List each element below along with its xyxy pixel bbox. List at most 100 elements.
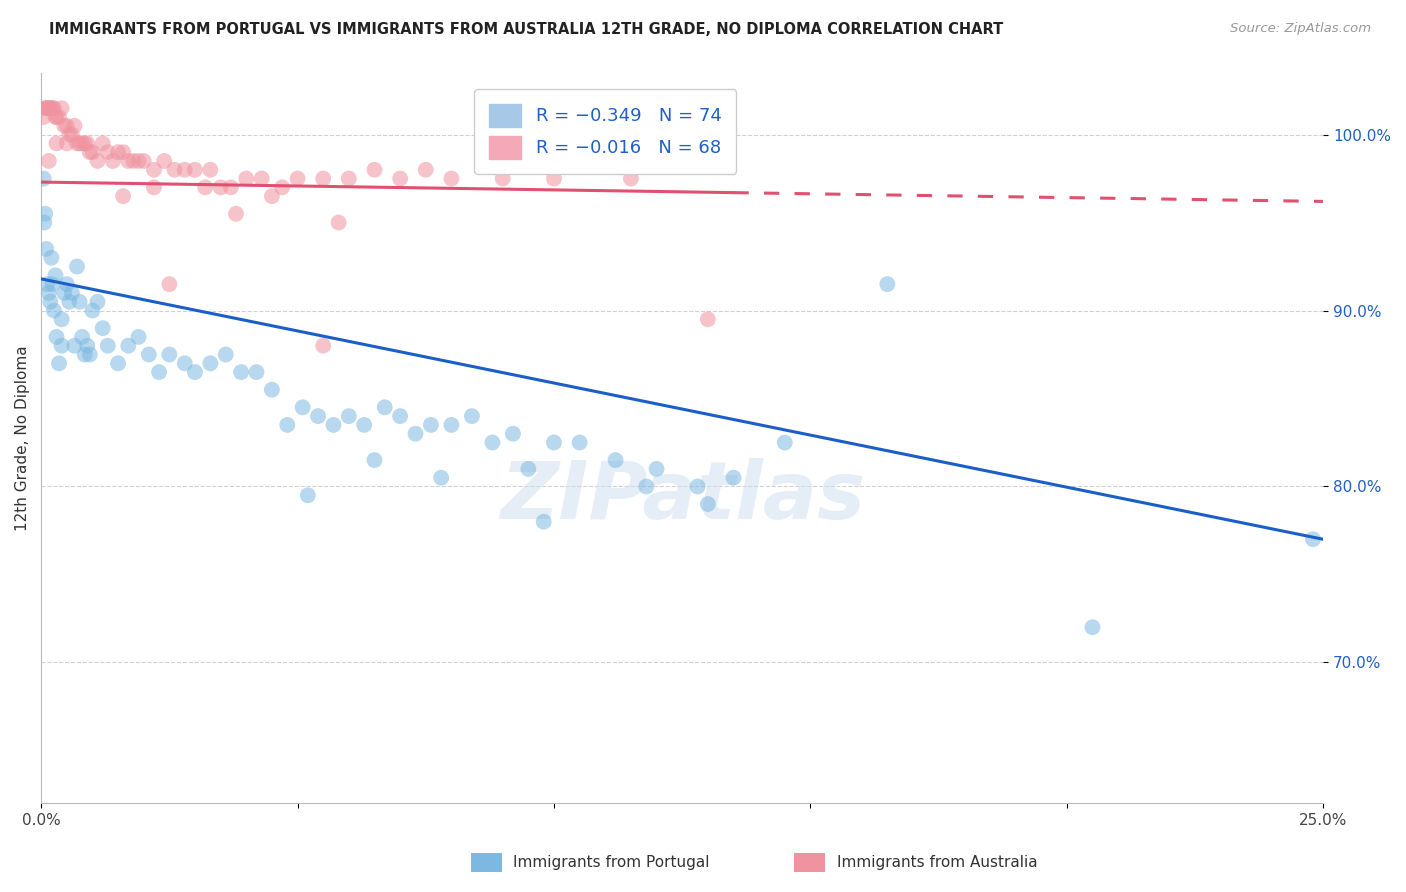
Point bbox=[82, 303, 104, 318]
Text: ZIPatlas: ZIPatlas bbox=[499, 458, 865, 535]
Point bbox=[363, 162, 385, 177]
Point bbox=[194, 180, 217, 194]
Point bbox=[41, 251, 63, 265]
Point bbox=[69, 294, 91, 309]
Point bbox=[97, 145, 120, 160]
Point bbox=[32, 171, 55, 186]
Legend: R = −0.349   N = 74, R = −0.016   N = 68: R = −0.349 N = 74, R = −0.016 N = 68 bbox=[474, 89, 737, 174]
Point bbox=[876, 277, 898, 292]
Point bbox=[219, 180, 242, 194]
Point bbox=[502, 426, 524, 441]
Point bbox=[138, 347, 160, 361]
Point bbox=[492, 171, 515, 186]
Point bbox=[117, 339, 139, 353]
Point bbox=[620, 171, 643, 186]
Point bbox=[66, 136, 89, 151]
Text: IMMIGRANTS FROM PORTUGAL VS IMMIGRANTS FROM AUSTRALIA 12TH GRADE, NO DIPLOMA COR: IMMIGRANTS FROM PORTUGAL VS IMMIGRANTS F… bbox=[49, 22, 1004, 37]
Point bbox=[543, 171, 565, 186]
Text: Immigrants from Portugal: Immigrants from Portugal bbox=[513, 855, 710, 870]
Point bbox=[51, 101, 73, 115]
Point bbox=[70, 136, 93, 151]
Point bbox=[53, 119, 76, 133]
Point bbox=[461, 409, 484, 423]
Point bbox=[322, 417, 344, 432]
Point bbox=[112, 189, 135, 203]
Point bbox=[82, 145, 104, 160]
Point bbox=[91, 321, 114, 335]
Point bbox=[58, 294, 80, 309]
Y-axis label: 12th Grade, No Diploma: 12th Grade, No Diploma bbox=[15, 345, 30, 531]
Point bbox=[32, 110, 55, 124]
Point bbox=[101, 153, 124, 168]
Point bbox=[307, 409, 329, 423]
Point bbox=[107, 356, 129, 370]
Point bbox=[173, 162, 195, 177]
Point bbox=[34, 101, 56, 115]
Point bbox=[37, 101, 59, 115]
Point bbox=[287, 171, 309, 186]
Point bbox=[122, 153, 145, 168]
Point bbox=[91, 136, 114, 151]
Point bbox=[35, 242, 58, 256]
Point bbox=[645, 462, 668, 476]
Point bbox=[184, 365, 207, 379]
Point bbox=[415, 162, 437, 177]
Point bbox=[291, 401, 314, 415]
Point bbox=[69, 136, 91, 151]
Point bbox=[44, 110, 66, 124]
Point bbox=[297, 488, 319, 502]
Text: Immigrants from Australia: Immigrants from Australia bbox=[837, 855, 1038, 870]
Point bbox=[568, 435, 591, 450]
Point bbox=[76, 136, 98, 151]
Point bbox=[79, 347, 101, 361]
Point bbox=[44, 268, 66, 283]
Point bbox=[34, 207, 56, 221]
Point bbox=[142, 162, 165, 177]
Text: Source: ZipAtlas.com: Source: ZipAtlas.com bbox=[1230, 22, 1371, 36]
Point bbox=[128, 153, 150, 168]
Point bbox=[39, 294, 62, 309]
Point bbox=[389, 171, 412, 186]
Point bbox=[117, 153, 139, 168]
Point bbox=[200, 162, 222, 177]
Point bbox=[38, 153, 60, 168]
Point bbox=[231, 365, 253, 379]
Point bbox=[39, 101, 62, 115]
Point bbox=[430, 471, 453, 485]
Point bbox=[773, 435, 796, 450]
Point bbox=[215, 347, 238, 361]
Point bbox=[51, 339, 73, 353]
Point bbox=[686, 479, 709, 493]
Point bbox=[184, 162, 207, 177]
Point bbox=[696, 497, 718, 511]
Point bbox=[63, 119, 86, 133]
Point bbox=[157, 347, 180, 361]
Point bbox=[66, 260, 89, 274]
Point bbox=[260, 383, 283, 397]
Point bbox=[79, 145, 101, 160]
Point bbox=[389, 409, 412, 423]
Point bbox=[112, 145, 135, 160]
Point bbox=[97, 339, 120, 353]
Point bbox=[37, 277, 59, 292]
Point bbox=[163, 162, 186, 177]
Point bbox=[517, 462, 540, 476]
Point bbox=[337, 171, 360, 186]
Point bbox=[605, 453, 627, 467]
Point bbox=[76, 339, 98, 353]
Point bbox=[636, 479, 658, 493]
Point bbox=[63, 339, 86, 353]
Point bbox=[312, 339, 335, 353]
Point bbox=[481, 435, 503, 450]
Point bbox=[260, 189, 283, 203]
Point bbox=[45, 136, 67, 151]
Point bbox=[51, 312, 73, 326]
Point bbox=[312, 171, 335, 186]
Point bbox=[48, 356, 70, 370]
Point bbox=[173, 356, 195, 370]
Point bbox=[405, 426, 427, 441]
Point bbox=[73, 136, 96, 151]
Point bbox=[363, 453, 385, 467]
Point bbox=[543, 435, 565, 450]
Point bbox=[58, 128, 80, 142]
